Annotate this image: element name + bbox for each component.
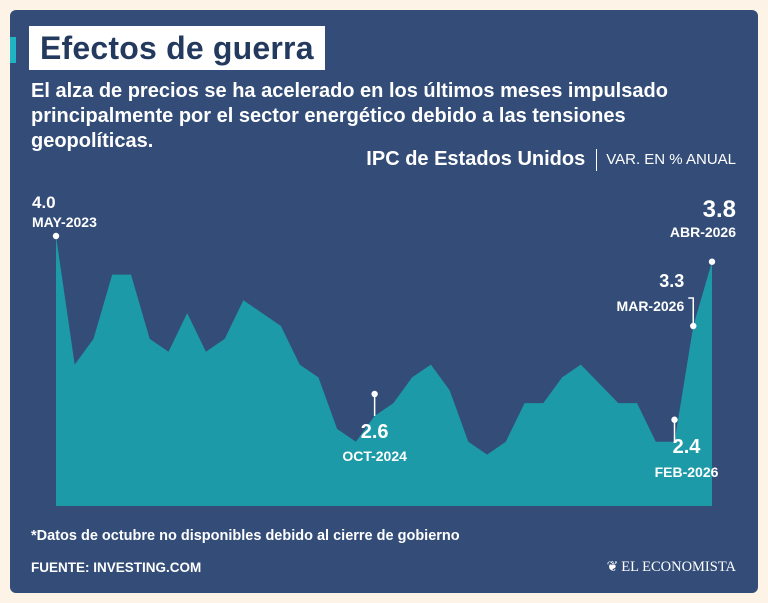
infographic-card: Efectos de guerra El alza de precios se … [10,10,758,593]
annotation-leader-3 [688,297,695,326]
chart-unit: VAR. EN % ANUAL [606,151,736,168]
annotation-value-0: 4.0 [32,193,56,212]
title-accent-bar [10,37,16,63]
annotation-date-1: OCT-2024 [342,448,407,464]
chart-header: IPC de Estados Unidos VAR. EN % ANUAL [366,148,736,171]
annotation-value-4: 3.8 [703,196,736,223]
annotation-date-4: ABR-2026 [670,224,736,240]
footnote: *Datos de octubre no disponibles debido … [31,528,460,544]
brand-logo: ❦ EL ECONOMISTA [607,559,736,576]
title-box: Efectos de guerra [29,26,325,70]
annotation-value-2: 2.4 [673,436,702,458]
cpi-area [56,236,712,506]
subtitle: El alza de precios se ha acelerado en lo… [31,80,668,152]
annotation-date-3: MAR-2026 [617,298,685,314]
annotation-date-2: FEB-2026 [655,464,719,480]
annotation-dot-1 [371,390,378,398]
eagle-logo-icon: ❦ [606,560,619,575]
page-title: Efectos de guerra [40,29,314,66]
chart-header-divider [596,148,598,171]
source-label: FUENTE: INVESTING.COM [31,560,202,575]
annotation-dot-2 [671,416,678,423]
annotation-dot-4 [708,258,716,265]
chart-title: IPC de Estados Unidos [366,148,586,170]
brand-name: EL ECONOMISTA [621,559,736,575]
annotation-value-3: 3.3 [659,271,684,291]
cpi-area-chart: 4.0 MAY-2023 2.6 OCT-2024 2.4 FEB-2026 3.3 MAR-… [32,193,736,506]
annotation-dot-0 [52,232,60,240]
annotation-date-0: MAY-2023 [32,214,97,230]
annotation-dot-3 [690,322,697,330]
annotation-value-1: 2.6 [361,421,389,443]
